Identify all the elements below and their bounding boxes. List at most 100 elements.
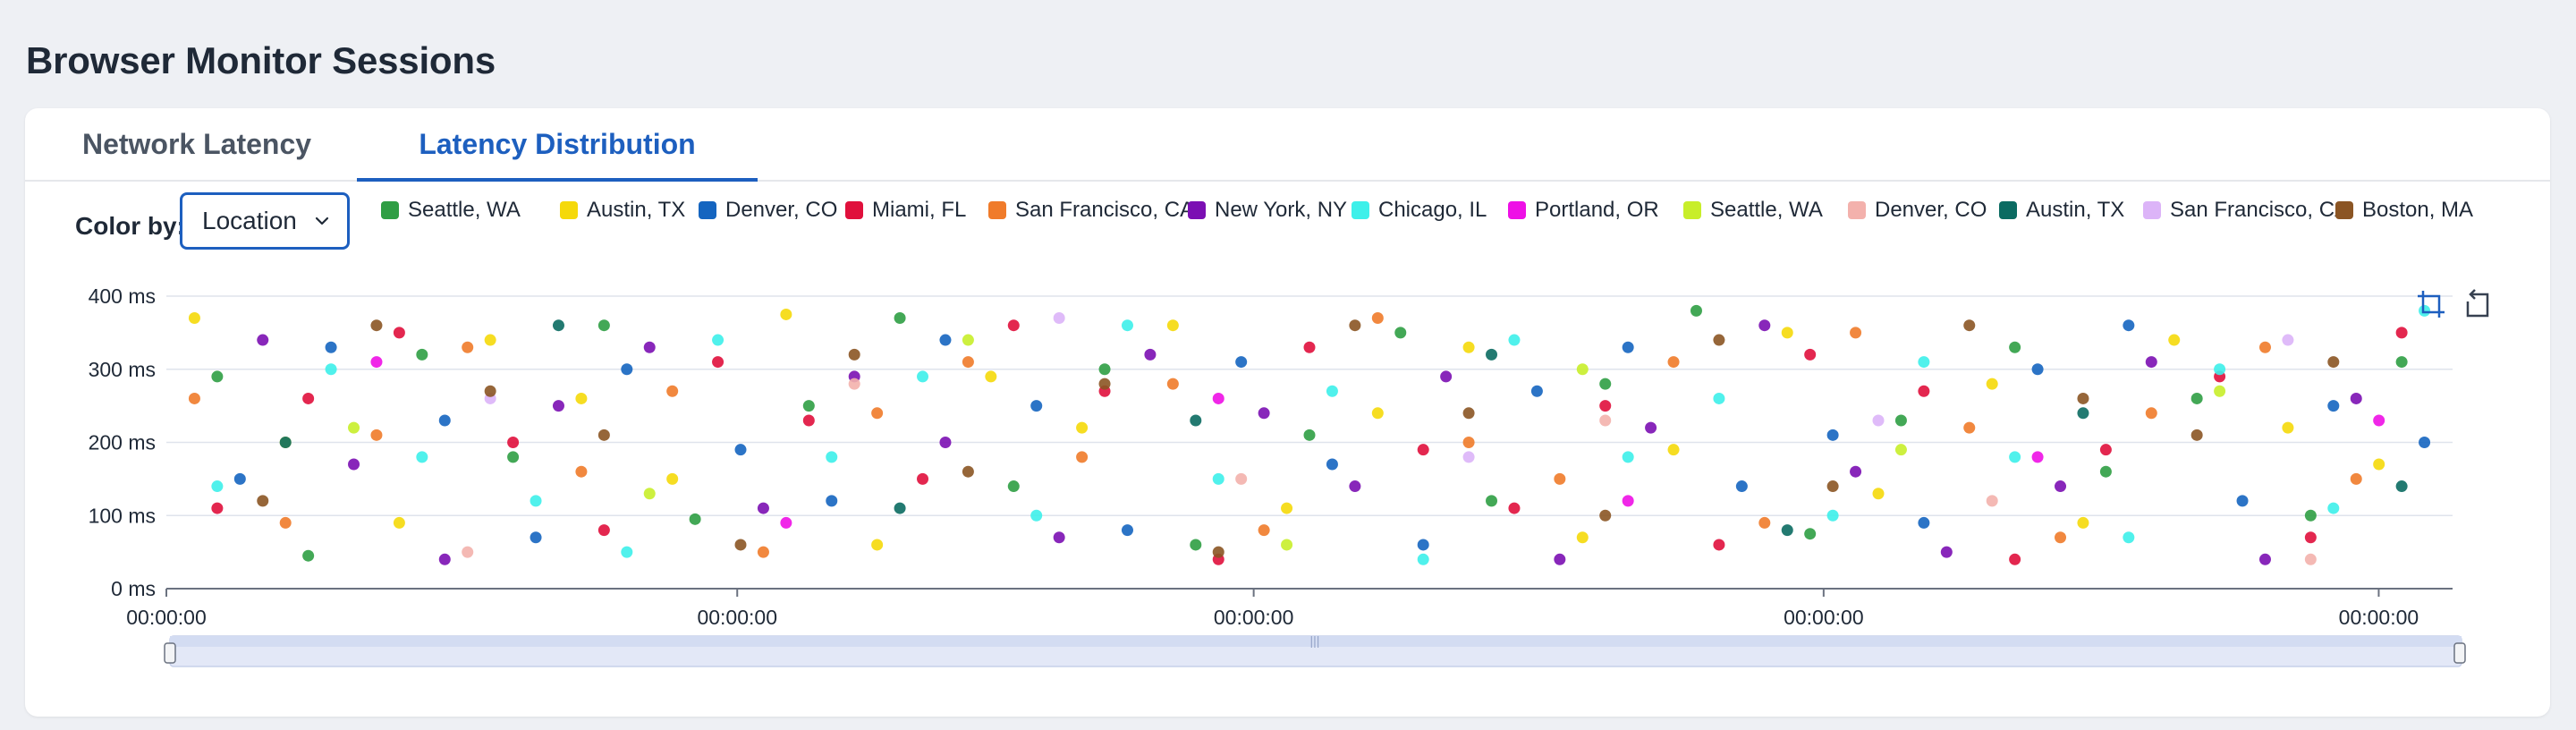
data-point[interactable]: [1781, 524, 1793, 537]
data-point[interactable]: [1804, 528, 1817, 540]
data-point[interactable]: [552, 319, 564, 332]
data-point[interactable]: [2009, 341, 2021, 353]
data-point[interactable]: [1098, 363, 1111, 376]
data-point[interactable]: [1030, 509, 1043, 522]
data-point[interactable]: [2077, 392, 2089, 404]
data-point[interactable]: [1166, 319, 1179, 332]
data-point[interactable]: [2258, 553, 2271, 565]
data-point[interactable]: [211, 370, 224, 383]
data-point[interactable]: [917, 370, 929, 383]
data-point[interactable]: [302, 392, 315, 404]
data-point[interactable]: [1258, 407, 1270, 420]
data-point[interactable]: [1826, 429, 1839, 441]
data-point[interactable]: [1258, 524, 1270, 537]
data-point[interactable]: [712, 334, 724, 346]
data-point[interactable]: [279, 516, 292, 529]
data-point[interactable]: [1326, 458, 1338, 471]
data-point[interactable]: [507, 451, 520, 463]
legend-item[interactable]: Seattle, WA: [1683, 192, 1823, 228]
data-point[interactable]: [2031, 451, 2044, 463]
range-handle-right[interactable]: [2453, 642, 2466, 664]
data-point[interactable]: [2327, 400, 2340, 412]
data-point[interactable]: [1212, 392, 1224, 404]
data-point[interactable]: [2145, 356, 2157, 369]
data-point[interactable]: [871, 539, 884, 551]
data-point[interactable]: [1690, 304, 1702, 317]
data-point[interactable]: [1554, 553, 1566, 565]
data-point[interactable]: [211, 502, 224, 514]
data-point[interactable]: [962, 465, 974, 478]
data-point[interactable]: [2099, 465, 2112, 478]
data-point[interactable]: [325, 363, 337, 376]
data-point[interactable]: [1417, 539, 1429, 551]
data-point[interactable]: [575, 465, 588, 478]
data-point[interactable]: [416, 451, 428, 463]
data-point[interactable]: [2282, 421, 2294, 434]
data-point[interactable]: [1371, 312, 1384, 325]
data-point[interactable]: [2123, 531, 2135, 544]
data-point[interactable]: [2123, 319, 2135, 332]
legend-item[interactable]: Austin, TX: [560, 192, 685, 228]
data-point[interactable]: [621, 546, 633, 558]
data-point[interactable]: [1894, 444, 1907, 456]
data-point[interactable]: [802, 400, 815, 412]
data-point[interactable]: [348, 421, 360, 434]
data-point[interactable]: [712, 356, 724, 369]
data-point[interactable]: [1758, 516, 1771, 529]
data-point[interactable]: [1986, 378, 1998, 390]
data-point[interactable]: [211, 480, 224, 493]
data-point[interactable]: [1530, 385, 1543, 397]
data-point[interactable]: [1440, 370, 1453, 383]
data-point[interactable]: [1462, 341, 1475, 353]
data-point[interactable]: [1098, 378, 1111, 390]
data-point[interactable]: [1850, 327, 1862, 339]
data-point[interactable]: [1462, 451, 1475, 463]
data-point[interactable]: [757, 502, 769, 514]
data-point[interactable]: [1212, 472, 1224, 485]
data-point[interactable]: [939, 437, 952, 448]
data-point[interactable]: [1986, 495, 1998, 507]
legend-item[interactable]: Boston, MA: [2335, 192, 2473, 228]
data-point[interactable]: [1007, 319, 1020, 332]
data-point[interactable]: [1394, 327, 1407, 339]
data-point[interactable]: [1349, 480, 1361, 493]
data-point[interactable]: [1166, 378, 1179, 390]
data-point[interactable]: [1781, 327, 1793, 339]
data-point[interactable]: [826, 451, 838, 463]
data-point[interactable]: [1576, 363, 1589, 376]
data-point[interactable]: [1417, 444, 1429, 456]
data-point[interactable]: [1894, 414, 1907, 427]
data-point[interactable]: [1486, 348, 1498, 361]
data-point[interactable]: [462, 546, 474, 558]
data-point[interactable]: [1667, 444, 1680, 456]
data-point[interactable]: [597, 429, 610, 441]
data-point[interactable]: [962, 334, 974, 346]
data-point[interactable]: [643, 341, 656, 353]
legend-item[interactable]: Austin, TX: [1999, 192, 2124, 228]
data-point[interactable]: [552, 400, 564, 412]
data-point[interactable]: [689, 513, 701, 525]
data-point[interactable]: [1622, 341, 1634, 353]
data-point[interactable]: [1599, 378, 1612, 390]
data-point[interactable]: [666, 472, 679, 485]
data-point[interactable]: [1462, 437, 1475, 448]
data-point[interactable]: [1918, 356, 1930, 369]
data-point[interactable]: [2373, 458, 2385, 471]
data-point[interactable]: [2099, 444, 2112, 456]
data-point[interactable]: [484, 385, 496, 397]
data-point[interactable]: [1121, 524, 1133, 537]
legend-item[interactable]: Miami, FL: [845, 192, 966, 228]
data-point[interactable]: [1076, 451, 1089, 463]
data-point[interactable]: [1758, 319, 1771, 332]
data-point[interactable]: [1235, 356, 1248, 369]
data-point[interactable]: [2236, 495, 2249, 507]
data-point[interactable]: [985, 370, 997, 383]
data-point[interactable]: [2304, 531, 2317, 544]
data-point[interactable]: [1121, 319, 1133, 332]
data-point[interactable]: [1622, 495, 1634, 507]
data-point[interactable]: [621, 363, 633, 376]
data-point[interactable]: [1554, 472, 1566, 485]
data-point[interactable]: [780, 516, 792, 529]
data-point[interactable]: [1599, 414, 1612, 427]
color-by-select[interactable]: Location: [180, 192, 350, 250]
